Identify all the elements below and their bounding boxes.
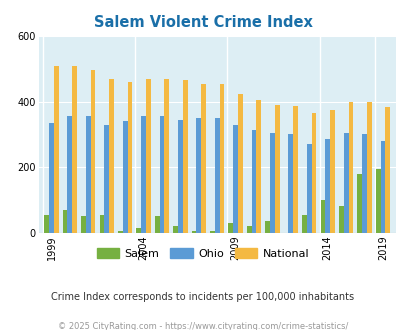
Bar xyxy=(154,216,159,233)
Bar xyxy=(136,228,141,233)
Bar xyxy=(122,121,127,233)
Bar xyxy=(173,226,177,233)
Bar xyxy=(228,223,232,233)
Bar xyxy=(301,214,306,233)
Bar xyxy=(90,70,95,233)
Bar xyxy=(62,210,67,233)
Bar xyxy=(191,231,196,233)
Bar xyxy=(338,207,343,233)
Bar xyxy=(256,100,260,233)
Bar xyxy=(306,144,311,233)
Bar xyxy=(99,214,104,233)
Bar xyxy=(251,130,256,233)
Bar xyxy=(347,102,352,233)
Text: Crime Index corresponds to incidents per 100,000 inhabitants: Crime Index corresponds to incidents per… xyxy=(51,292,354,302)
Bar xyxy=(81,216,86,233)
Bar xyxy=(288,135,292,233)
Bar xyxy=(246,226,251,233)
Bar xyxy=(264,221,269,233)
Bar xyxy=(379,141,384,233)
Bar xyxy=(320,200,324,233)
Bar xyxy=(209,231,214,233)
Bar xyxy=(232,125,237,233)
Bar xyxy=(86,116,90,233)
Bar xyxy=(311,113,315,233)
Bar xyxy=(67,116,72,233)
Bar xyxy=(384,107,389,233)
Bar xyxy=(44,214,49,233)
Bar xyxy=(54,66,58,233)
Bar xyxy=(356,174,361,233)
Bar xyxy=(375,169,379,233)
Bar xyxy=(145,79,150,233)
Text: © 2025 CityRating.com - https://www.cityrating.com/crime-statistics/: © 2025 CityRating.com - https://www.city… xyxy=(58,322,347,330)
Bar xyxy=(72,66,77,233)
Bar xyxy=(177,120,182,233)
Bar xyxy=(219,84,224,233)
Bar xyxy=(292,106,297,233)
Bar xyxy=(164,79,169,233)
Bar xyxy=(49,123,54,233)
Bar xyxy=(343,133,347,233)
Bar xyxy=(182,81,187,233)
Bar xyxy=(196,118,201,233)
Bar xyxy=(214,118,219,233)
Legend: Salem, Ohio, National: Salem, Ohio, National xyxy=(92,244,313,263)
Bar xyxy=(366,102,371,233)
Text: Salem Violent Crime Index: Salem Violent Crime Index xyxy=(93,15,312,30)
Bar xyxy=(324,139,329,233)
Bar xyxy=(127,82,132,233)
Bar xyxy=(361,135,366,233)
Bar xyxy=(237,94,242,233)
Bar xyxy=(329,110,334,233)
Bar xyxy=(118,231,122,233)
Bar xyxy=(274,105,279,233)
Bar xyxy=(109,79,114,233)
Bar xyxy=(141,116,145,233)
Bar xyxy=(104,125,109,233)
Bar xyxy=(159,116,164,233)
Bar xyxy=(201,84,205,233)
Bar xyxy=(269,133,274,233)
